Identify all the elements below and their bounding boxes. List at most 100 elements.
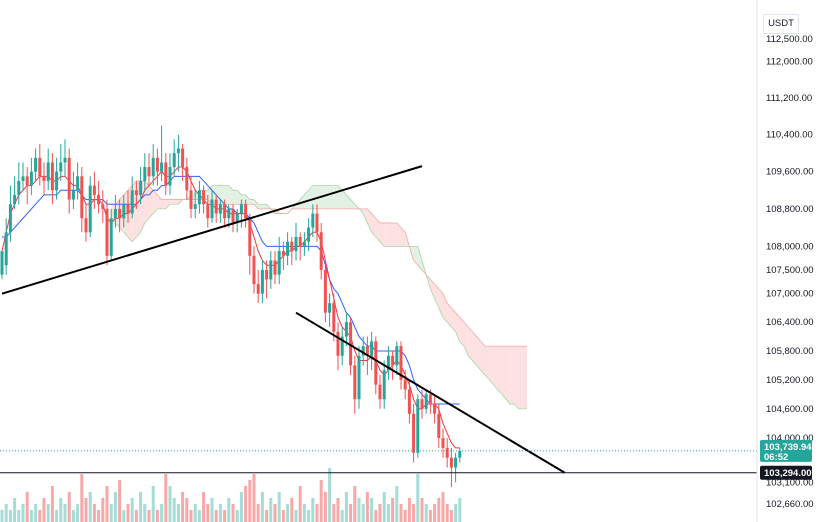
volume-bar [302,504,306,522]
kijun-sen-line [2,175,460,405]
candle-body [218,204,222,214]
price-tick-label: 105,800.00 [766,346,814,357]
volume-bar [353,486,357,522]
candle-body [319,232,323,270]
candle-body [307,227,311,242]
volume-bar [21,504,25,522]
cloud-segment [165,199,170,209]
cloud-segment [438,288,443,318]
volume-bar [181,492,185,522]
volume-bar [332,504,336,522]
candle-body [344,322,348,337]
candle-body [441,438,445,448]
cloud-segment [501,346,506,400]
volume-bar [67,492,71,522]
cloud-segment [371,213,376,237]
candle-body [298,236,302,247]
cloud-segment [363,208,368,223]
candle-body [227,208,231,219]
candle-body [46,162,50,181]
volume-bar [407,498,411,522]
candle-body [63,157,67,163]
price-tick-label: 108,800.00 [766,204,814,215]
volume-bar [399,504,403,522]
candle-body [50,162,54,191]
price-axis[interactable]: 112,500.00 112,000.00 111,200.00 110,400.00… [760,34,814,510]
candle-body [378,384,382,400]
volume-bar [294,510,298,522]
candle-body [176,148,180,154]
current-price-value: 103,739.94 [764,442,812,453]
trendline [295,311,566,474]
volume-bar [433,504,437,522]
candle-body [109,218,113,256]
volume-bar [244,486,248,522]
volume-bar [113,492,117,522]
horizontal-price-line[interactable] [0,450,757,474]
volume-bar [168,486,172,522]
volume-bar [395,486,399,522]
candle-body [391,355,395,366]
candle-countdown: 06:52 [764,452,788,463]
volume-bar [147,510,151,522]
cloud-segment [380,222,385,247]
cloud-segment [325,185,330,209]
volume-bar [265,510,269,522]
cloud-segment [228,185,233,205]
volume-bar [403,510,407,522]
cloud-segment [233,190,238,205]
volume-bar [218,504,222,522]
candle-body [235,213,239,223]
candle-body [269,260,273,280]
candle-body [155,157,159,172]
cloud-segment [350,199,355,209]
cloud-segment [342,190,347,209]
volume-bar [235,510,239,522]
cloud-segment [241,194,246,205]
volume-bar [118,480,122,522]
cloud-segment [451,307,456,332]
volume-bar [109,504,113,522]
candle-body [202,190,206,205]
candle-body [256,284,260,294]
candle-body [34,157,38,172]
volume-bar [8,510,12,522]
volume-bar [214,510,218,522]
cloud-segment [401,227,406,247]
candle-body [189,190,193,209]
cloud-segment [388,222,393,247]
volume-bar [357,498,361,522]
cloud-segment [224,185,229,205]
volume-bar [4,504,8,522]
volume-bar [315,504,319,522]
cloud-segment [321,185,326,209]
candle-body [88,185,92,233]
trendlines[interactable] [1,165,566,474]
cloud-segment [262,204,267,209]
volume-bar [391,498,395,522]
candle-body [13,194,17,205]
candle-body [193,204,197,209]
volume-bar [370,498,374,522]
volume-bar [29,510,33,522]
candle-body [370,341,374,356]
candle-body [214,199,218,214]
candle-body [168,167,172,186]
price-tick-label: 105,200.00 [766,375,814,386]
volume-bar [428,510,432,522]
currency-label[interactable]: USDT [763,14,799,34]
candle-body [353,365,357,400]
cloud-segment [254,199,259,209]
volume-bar [172,498,176,522]
volume-bar [55,510,59,522]
candle-body [386,355,390,371]
volume-bar [34,504,38,522]
candle-body [244,204,248,219]
candle-body [248,218,252,256]
cloud-segment [447,303,452,327]
volume-bar [458,498,462,522]
candle-body [21,176,25,181]
volume-bar [328,468,332,522]
candle-body [365,346,369,356]
